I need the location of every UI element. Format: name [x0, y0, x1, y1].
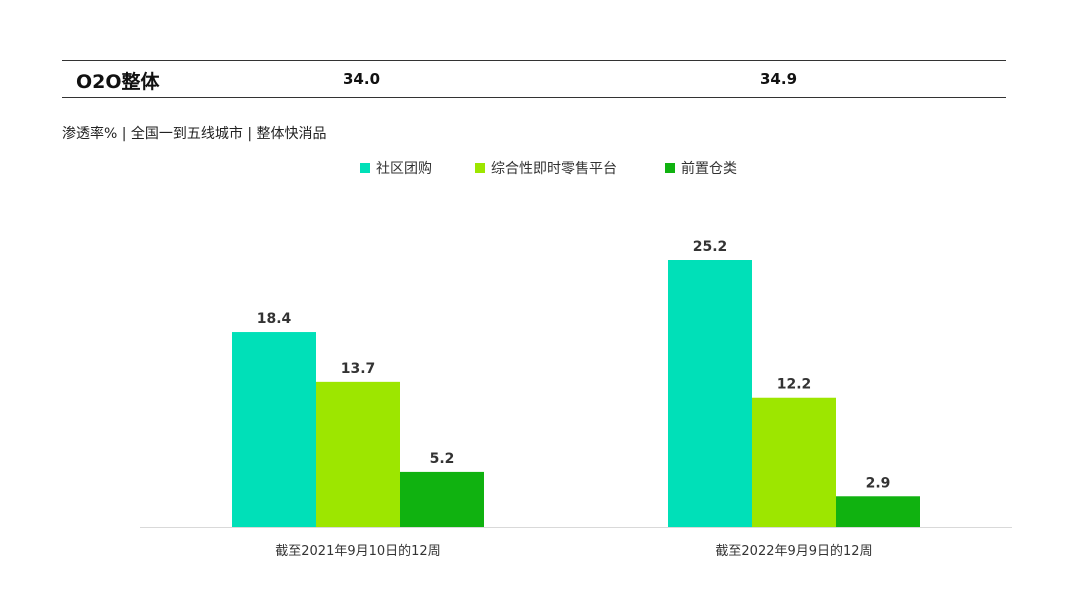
legend-label-front-warehouse: 前置仓类	[681, 161, 737, 177]
summary-value-2022: 34.9	[760, 70, 798, 88]
summary-label: O2O整体	[76, 71, 160, 93]
legend-label-community-group-buy: 社区团购	[376, 161, 432, 177]
legend-item-community-group-buy: 社区团购	[360, 158, 432, 178]
value-label-front-warehouse-0: 5.2	[430, 451, 455, 467]
bar-community-group-buy-1	[668, 260, 752, 527]
legend-swatch-instant-retail	[475, 163, 485, 173]
value-label-instant-retail-0: 13.7	[341, 361, 376, 377]
value-label-community-group-buy-1: 25.2	[693, 239, 728, 255]
legend-swatch-front-warehouse	[665, 163, 675, 173]
chart-subtitle: 渗透率% | 全国一到五线城市 | 整体快消品	[62, 126, 327, 142]
chart-legend: 社区团购 综合性即时零售平台 前置仓类	[0, 158, 1080, 178]
legend-item-front-warehouse: 前置仓类	[665, 158, 737, 178]
category-label-1: 截至2022年9月9日的12周	[715, 543, 872, 559]
value-label-community-group-buy-0: 18.4	[257, 311, 292, 327]
category-label-0: 截至2021年9月10日的12周	[275, 543, 440, 559]
value-label-front-warehouse-1: 2.9	[866, 475, 891, 491]
summary-value-2021: 34.0	[343, 70, 381, 88]
value-label-instant-retail-1: 12.2	[777, 377, 812, 393]
bar-instant-retail-0	[316, 381, 400, 527]
bar-instant-retail-1	[752, 397, 836, 527]
bar-front-warehouse-1	[836, 496, 920, 527]
legend-swatch-community-group-buy	[360, 163, 370, 173]
bar-community-group-buy-0	[232, 332, 316, 527]
o2o-summary-row: O2O整体 34.0 34.9	[62, 60, 1006, 98]
legend-item-instant-retail: 综合性即时零售平台	[475, 158, 617, 178]
legend-label-instant-retail: 综合性即时零售平台	[491, 161, 617, 177]
bar-front-warehouse-0	[400, 471, 484, 527]
